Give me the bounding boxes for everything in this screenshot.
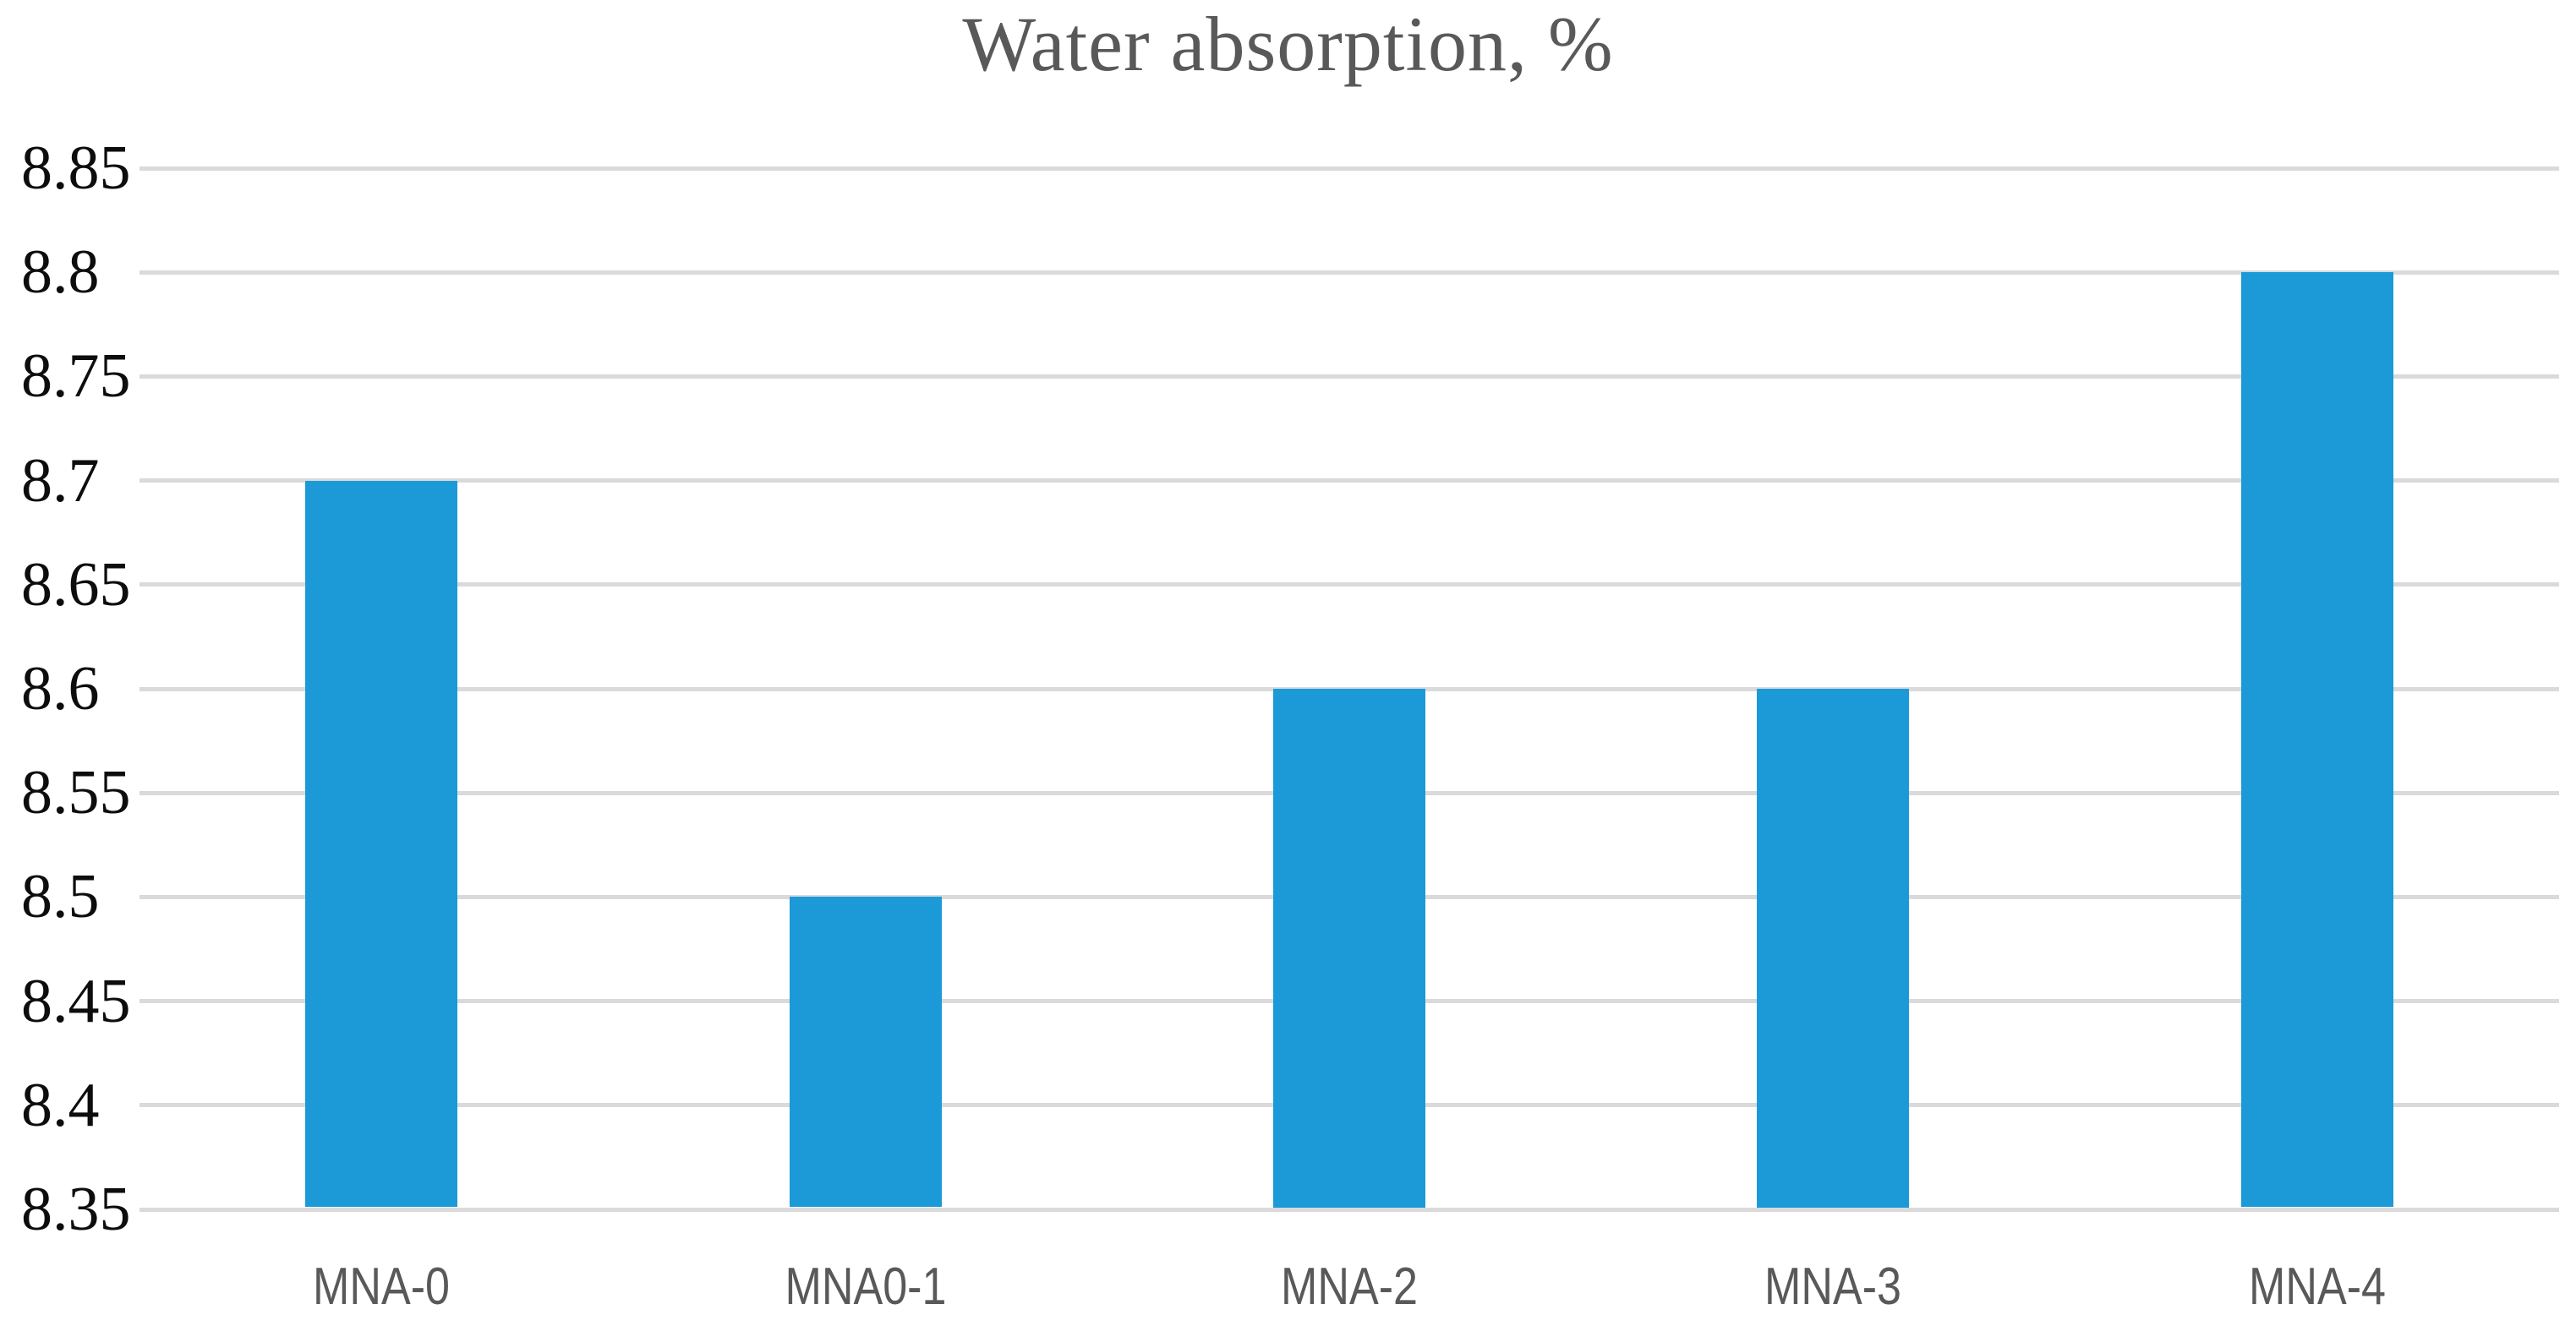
y-axis-tick-label: 8.75 [21, 341, 131, 412]
bar [1273, 689, 1425, 1208]
x-axis-category-label: MNA-0 [313, 1258, 451, 1316]
gridline [139, 478, 2559, 483]
chart-title: Water absorption, % [962, 1, 1614, 87]
y-axis-tick-label: 8.55 [21, 758, 131, 828]
bar [789, 897, 942, 1208]
x-axis-category-label: MNA-4 [2248, 1258, 2386, 1316]
x-axis-category-label: MNA-2 [1280, 1258, 1419, 1316]
gridline [139, 1207, 2559, 1212]
bar [305, 480, 458, 1208]
x-axis-category-label: MNA-3 [1764, 1258, 1902, 1316]
y-axis-tick-label: 8.85 [21, 134, 131, 203]
gridline [139, 374, 2559, 379]
y-axis-tick-label: 8.65 [21, 549, 131, 619]
gridline [139, 582, 2559, 587]
y-axis-tick-label: 8.35 [21, 1175, 131, 1244]
gridline [139, 270, 2559, 275]
y-axis-tick-label: 8.5 [21, 862, 100, 932]
y-axis-tick-label: 8.7 [21, 445, 100, 516]
bar [2240, 272, 2393, 1208]
bar [1757, 689, 1910, 1208]
x-axis-category-label: MNA0-1 [785, 1258, 947, 1316]
y-axis-tick-label: 8.6 [21, 654, 100, 723]
y-axis-tick-label: 8.8 [21, 237, 100, 308]
y-axis-tick-label: 8.4 [21, 1070, 100, 1140]
gridline [139, 166, 2559, 171]
y-axis-tick-label: 8.45 [21, 966, 131, 1036]
